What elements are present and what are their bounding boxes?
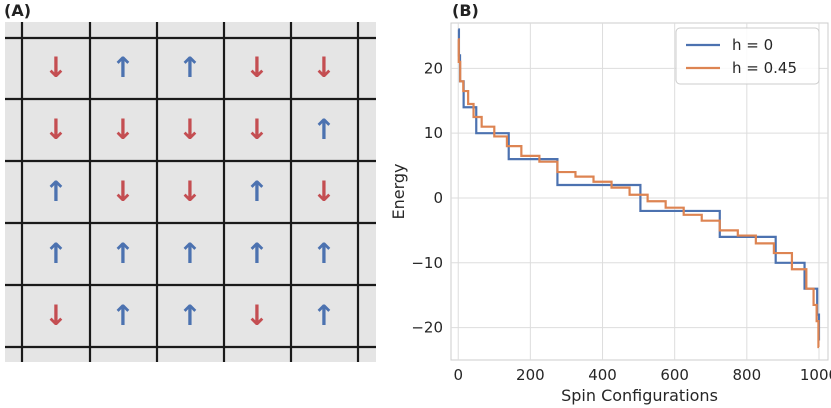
spin-up-icon: ↑ (312, 113, 335, 146)
spin-up-icon: ↑ (178, 237, 201, 270)
legend-box (675, 27, 820, 85)
spin-lattice: ↓ ↑ ↑ ↓ ↓ ↓ ↓ ↓ ↓ ↑ ↑ ↓ ↓ ↑ ↓ ↑ ↑ ↑ ↑ ↑ ↓ ↑ ↑ ↓ ↑ (5, 22, 376, 362)
x-tick-label: 1000 (800, 366, 831, 384)
legend-entry: h = 0.45 (732, 59, 797, 77)
panel-b-label: (B) (452, 1, 479, 20)
y-tick-labels: −20 −10 0 10 20 (411, 59, 443, 336)
legend: h = 0 h = 0.45 (675, 27, 820, 85)
x-tick-label: 200 (516, 366, 545, 384)
spin-up-icon: ↑ (312, 299, 335, 332)
series-lines (457, 28, 821, 349)
spin-down-icon: ↓ (111, 113, 134, 146)
spin-down-icon: ↓ (178, 113, 201, 146)
series-line-2 (457, 38, 820, 349)
spin-down-icon: ↓ (312, 51, 335, 84)
y-tick-label: 0 (433, 189, 443, 207)
spin-up-icon: ↑ (245, 237, 268, 270)
y-tick-label: 20 (424, 59, 443, 77)
spin-down-icon: ↓ (245, 113, 268, 146)
x-axis-label: Spin Configurations (561, 386, 718, 405)
spin-up-icon: ↑ (111, 51, 134, 84)
lattice-background (5, 22, 376, 362)
spin-up-icon: ↑ (245, 175, 268, 208)
y-tick-label: 10 (424, 124, 443, 142)
spin-up-icon: ↑ (178, 51, 201, 84)
spin-down-icon: ↓ (245, 51, 268, 84)
x-tick-labels: 0 200 400 600 800 1000 (453, 366, 831, 384)
spin-up-icon: ↑ (312, 237, 335, 270)
spin-down-icon: ↓ (44, 299, 67, 332)
spin-down-icon: ↓ (245, 299, 268, 332)
spin-up-icon: ↑ (111, 299, 134, 332)
x-tick-label: 800 (733, 366, 762, 384)
spin-down-icon: ↓ (111, 175, 134, 208)
spin-down-icon: ↓ (312, 175, 335, 208)
legend-entry: h = 0 (732, 36, 773, 54)
spin-down-icon: ↓ (178, 175, 201, 208)
x-tick-label: 0 (453, 366, 463, 384)
spin-up-icon: ↑ (44, 175, 67, 208)
spin-up-icon: ↑ (178, 299, 201, 332)
y-tick-label: −20 (411, 319, 443, 337)
x-tick-label: 400 (588, 366, 617, 384)
spin-down-icon: ↓ (44, 51, 67, 84)
x-tick-label: 600 (660, 366, 689, 384)
y-tick-label: −10 (411, 254, 443, 272)
spin-up-icon: ↑ (44, 237, 67, 270)
panel-a-label: (A) (4, 1, 32, 20)
spin-down-icon: ↓ (44, 113, 67, 146)
spin-up-icon: ↑ (111, 237, 134, 270)
energy-chart: 0 200 400 600 800 1000 −20 −10 0 10 20 Spin Confi… (389, 22, 831, 405)
y-axis-label: Energy (389, 163, 408, 219)
